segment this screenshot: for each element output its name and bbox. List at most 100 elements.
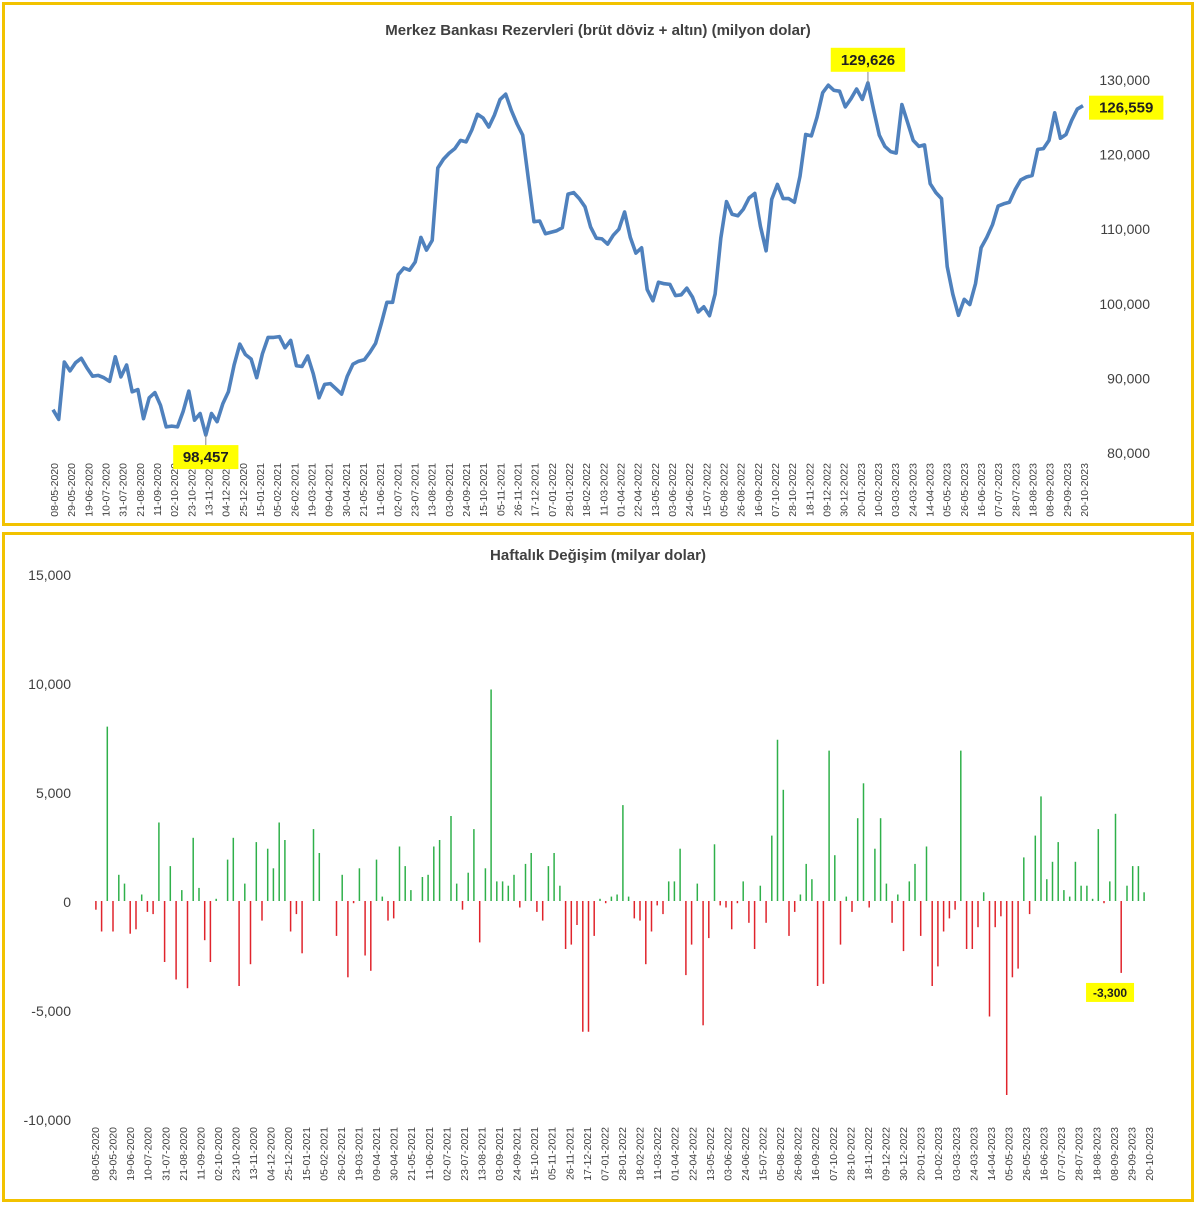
x-tick-label: 03-03-2023 bbox=[890, 463, 902, 517]
x-tick-label: 19-06-2020 bbox=[125, 1127, 137, 1181]
x-tick-label: 18-11-2022 bbox=[804, 463, 816, 516]
x-tick-label: 02-07-2021 bbox=[441, 1127, 453, 1181]
x-tick-label: 08-05-2020 bbox=[90, 1127, 102, 1181]
reserves-chart-title: Merkez Bankası Rezervleri (brüt döviz + … bbox=[385, 22, 811, 39]
x-tick-label: 26-02-2021 bbox=[289, 463, 301, 517]
y-tick-label: 100,000 bbox=[1099, 296, 1150, 312]
x-tick-label: 28-01-2022 bbox=[617, 1127, 629, 1181]
x-tick-label: 26-11-2021 bbox=[564, 1127, 576, 1180]
y-tick-label: -10,000 bbox=[24, 1112, 72, 1128]
x-tick-label: 15-10-2021 bbox=[478, 463, 490, 517]
x-tick-label: 16-09-2022 bbox=[753, 463, 765, 517]
x-tick-label: 21-08-2020 bbox=[135, 463, 147, 517]
reserves-series-line bbox=[51, 81, 1084, 437]
x-tick-label: 26-02-2021 bbox=[336, 1127, 348, 1181]
x-tick-label: 18-08-2023 bbox=[1091, 1127, 1103, 1181]
x-tick-label: 05-08-2022 bbox=[775, 1127, 787, 1181]
x-tick-label: 03-06-2022 bbox=[667, 463, 679, 517]
reserves-line-chart: 80,000 90,000 100,000 110,000 120,000 130,000… bbox=[49, 47, 1164, 517]
x-tick-label: 21-08-2020 bbox=[178, 1127, 190, 1181]
x-tick-label: 20-01-2023 bbox=[916, 1127, 928, 1181]
x-tick-label: 11-06-2021 bbox=[424, 1127, 436, 1180]
y-tick-label: 130,000 bbox=[1099, 72, 1150, 88]
annotation-label: 126,559 bbox=[1099, 100, 1153, 117]
x-tick-label: 24-06-2022 bbox=[740, 1127, 752, 1181]
x-tick-label: 17-12-2021 bbox=[582, 1127, 594, 1181]
annotation-box bbox=[173, 445, 239, 470]
x-tick-label: 14-04-2023 bbox=[986, 1127, 998, 1181]
x-tick-label: 07-10-2022 bbox=[770, 463, 782, 517]
x-tick-label: 23-10-2020 bbox=[186, 463, 198, 517]
x-tick-label: 20-01-2023 bbox=[856, 463, 868, 517]
x-tick-label: 05-02-2021 bbox=[272, 463, 284, 517]
x-tick-label: 10-07-2020 bbox=[101, 463, 113, 517]
y-tick-label: 90,000 bbox=[1107, 370, 1150, 386]
x-tick-label: 26-11-2021 bbox=[513, 463, 525, 516]
x-tick-label: 10-02-2023 bbox=[933, 1127, 945, 1181]
y-tick-label: 120,000 bbox=[1099, 147, 1150, 163]
x-tick-label: 25-12-2020 bbox=[238, 463, 250, 517]
x-tick-label: 30-12-2022 bbox=[898, 1127, 910, 1181]
x-tick-label: 13-11-2020 bbox=[248, 1127, 260, 1180]
x-tick-label: 07-07-2023 bbox=[1056, 1127, 1068, 1181]
x-tick-label: 03-06-2022 bbox=[722, 1127, 734, 1181]
x-tick-label: 28-07-2023 bbox=[1010, 463, 1022, 517]
x-tick-label: 29-05-2020 bbox=[66, 463, 78, 517]
x-tick-label: 03-09-2021 bbox=[444, 463, 456, 517]
annotation-box bbox=[1089, 95, 1164, 120]
x-tick-label: 23-07-2021 bbox=[410, 463, 422, 517]
x-tick-label: 28-01-2022 bbox=[564, 463, 576, 517]
x-tick-label: 24-09-2021 bbox=[461, 463, 473, 517]
x-tick-label: 23-07-2021 bbox=[459, 1127, 471, 1181]
x-tick-label: 19-03-2021 bbox=[307, 463, 319, 517]
annotation-label: 129,626 bbox=[841, 52, 895, 69]
x-tick-label: 24-03-2023 bbox=[907, 463, 919, 517]
x-tick-label: 29-09-2023 bbox=[1126, 1127, 1138, 1181]
x-tick-label: 26-05-2023 bbox=[959, 463, 971, 517]
x-tick-label: 10-07-2020 bbox=[143, 1127, 155, 1181]
x-tick-label: 29-09-2023 bbox=[1062, 463, 1074, 517]
x-tick-label: 02-07-2021 bbox=[392, 463, 404, 517]
reserves-chart-panel: Merkez Bankası Rezervleri (brüt döviz + … bbox=[2, 2, 1194, 526]
x-tick-label: 19-06-2020 bbox=[83, 463, 95, 517]
x-tick-label: 30-12-2022 bbox=[839, 463, 851, 517]
x-tick-label: 11-09-2020 bbox=[195, 1127, 207, 1180]
x-tick-label: 01-04-2022 bbox=[670, 1127, 682, 1181]
x-tick-label: 13-08-2021 bbox=[476, 1127, 488, 1181]
x-tick-label: 04-12-2020 bbox=[221, 463, 233, 517]
x-tick-label: 15-01-2021 bbox=[301, 1127, 313, 1181]
x-tick-label: 01-04-2022 bbox=[616, 463, 628, 517]
x-tick-label: 05-05-2023 bbox=[942, 463, 954, 517]
annotation-box bbox=[1086, 982, 1135, 1002]
x-tick-label: 08-05-2020 bbox=[49, 463, 61, 517]
x-tick-label: 16-06-2023 bbox=[1039, 1127, 1051, 1181]
x-tick-label: 08-09-2023 bbox=[1045, 463, 1057, 517]
y-tick-label: 80,000 bbox=[1107, 445, 1150, 461]
x-tick-label: 09-12-2022 bbox=[822, 463, 834, 517]
y-tick-label: 5,000 bbox=[36, 785, 71, 801]
x-tick-label: 28-10-2022 bbox=[845, 1127, 857, 1181]
x-tick-label: 30-04-2021 bbox=[389, 1127, 401, 1181]
x-tick-label: 13-05-2022 bbox=[650, 463, 662, 517]
x-tick-label: 18-02-2022 bbox=[581, 463, 593, 517]
x-tick-label: 16-06-2023 bbox=[976, 463, 988, 517]
x-tick-label: 18-08-2023 bbox=[1028, 463, 1040, 517]
x-tick-label: 09-04-2021 bbox=[371, 1127, 383, 1181]
x-tick-label: 18-11-2022 bbox=[863, 1127, 875, 1180]
x-tick-label: 29-05-2020 bbox=[108, 1127, 120, 1181]
x-tick-label: 19-03-2021 bbox=[354, 1127, 366, 1181]
x-tick-label: 15-07-2022 bbox=[758, 1127, 770, 1181]
weekly-change-bar-chart: -10,000 -5,000 0 5,000 10,000 15,000 08-05-202… bbox=[24, 567, 1156, 1181]
y-tick-label: -5,000 bbox=[31, 1003, 71, 1019]
x-tick-label: 30-04-2021 bbox=[341, 463, 353, 517]
x-tick-label: 26-08-2022 bbox=[736, 463, 748, 517]
x-tick-label: 07-07-2023 bbox=[993, 463, 1005, 517]
x-tick-label: 05-05-2023 bbox=[1003, 1127, 1015, 1181]
x-tick-label: 24-03-2023 bbox=[968, 1127, 980, 1181]
y-tick-label: 0 bbox=[63, 894, 71, 910]
x-tick-label: 26-05-2023 bbox=[1021, 1127, 1033, 1181]
x-tick-label: 11-06-2021 bbox=[375, 463, 387, 516]
x-tick-label: 03-09-2021 bbox=[494, 1127, 506, 1181]
x-tick-label: 13-08-2021 bbox=[427, 463, 439, 517]
x-tick-label: 09-12-2022 bbox=[881, 1127, 893, 1181]
